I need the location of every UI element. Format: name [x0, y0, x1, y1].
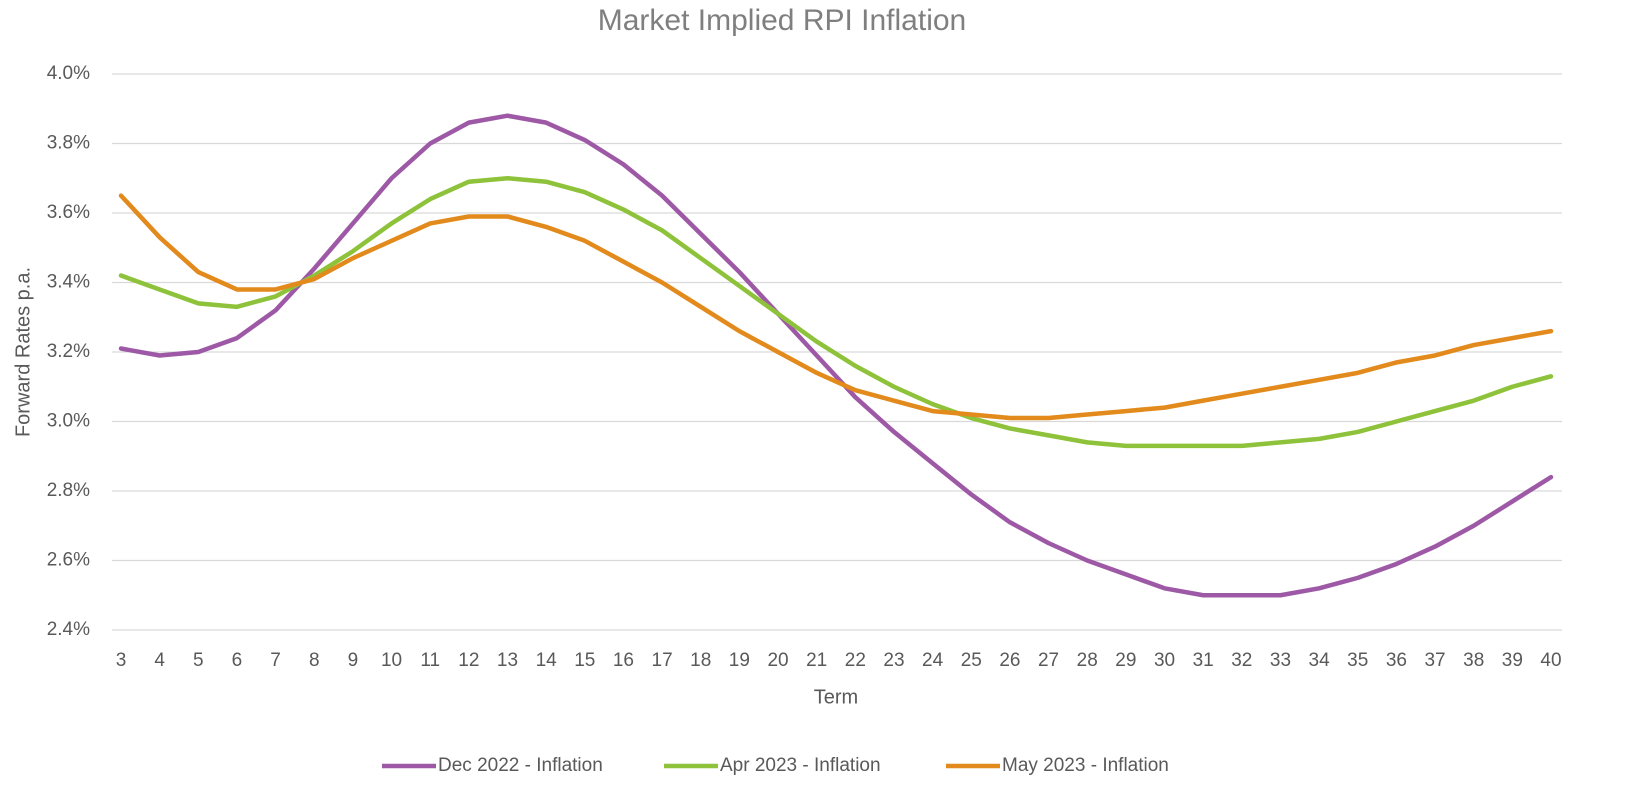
x-tick-label: 29: [1115, 650, 1136, 671]
x-tick-label: 20: [767, 650, 788, 671]
series-line: [118, 113, 1554, 598]
x-tick-label: 10: [381, 650, 402, 671]
x-tick-label: 39: [1502, 650, 1523, 671]
x-tick-label: 5: [193, 650, 204, 671]
legend-label: May 2023 - Inflation: [1002, 755, 1169, 776]
y-tick-label: 3.0%: [47, 411, 90, 432]
y-tick-label: 3.4%: [47, 272, 90, 293]
x-tick-label: 8: [309, 650, 320, 671]
y-tick-label: 3.2%: [47, 341, 90, 362]
x-tick-label: 37: [1424, 650, 1445, 671]
x-tick-label: 4: [154, 650, 165, 671]
x-tick-label: 11: [420, 650, 440, 671]
x-tick-label: 26: [999, 650, 1020, 671]
x-tick-label: 40: [1540, 650, 1561, 671]
x-tick-label: 3: [116, 650, 127, 671]
x-tick-label: 32: [1231, 650, 1252, 671]
x-tick-label: 35: [1347, 650, 1368, 671]
x-tick-label: 33: [1270, 650, 1291, 671]
x-tick-label: 18: [690, 650, 711, 671]
x-tick-label: 14: [536, 650, 558, 671]
x-tick-label: 15: [574, 650, 595, 671]
x-tick-label: 7: [270, 650, 281, 671]
x-tick-label: 38: [1463, 650, 1484, 671]
x-tick-label: 13: [497, 650, 518, 671]
series-line: [118, 176, 1554, 449]
y-tick-label: 2.8%: [47, 480, 90, 501]
x-tick-label: 25: [961, 650, 982, 671]
x-axis-label: Term: [814, 686, 858, 708]
x-tick-label: 23: [883, 650, 904, 671]
y-tick-label: 2.4%: [47, 619, 90, 640]
y-tick-label: 4.0%: [47, 63, 90, 84]
x-tick-label: 6: [232, 650, 243, 671]
x-tick-label: 27: [1038, 650, 1059, 671]
x-tick-label: 30: [1154, 650, 1175, 671]
x-tick-label: 28: [1077, 650, 1098, 671]
x-tick-label: 12: [458, 650, 479, 671]
x-tick-label: 24: [922, 650, 944, 671]
y-tick-label: 3.6%: [47, 202, 90, 223]
legend-label: Dec 2022 - Inflation: [438, 755, 603, 776]
x-tick-label: 36: [1386, 650, 1407, 671]
x-tick-label: 22: [845, 650, 866, 671]
series-line: [118, 193, 1554, 421]
y-tick-label: 2.6%: [47, 550, 90, 571]
x-tick-label: 16: [613, 650, 634, 671]
x-tick-label: 17: [652, 650, 673, 671]
x-tick-label: 34: [1309, 650, 1331, 671]
y-axis-label: Forward Rates p.a.: [12, 267, 34, 437]
x-tick-label: 19: [729, 650, 750, 671]
x-tick-label: 21: [806, 650, 827, 671]
x-tick-label: 9: [348, 650, 359, 671]
y-tick-label: 3.8%: [47, 133, 90, 154]
chart-title: Market Implied RPI Inflation: [598, 4, 966, 37]
x-tick-label: 31: [1193, 650, 1214, 671]
legend-label: Apr 2023 - Inflation: [720, 755, 881, 776]
